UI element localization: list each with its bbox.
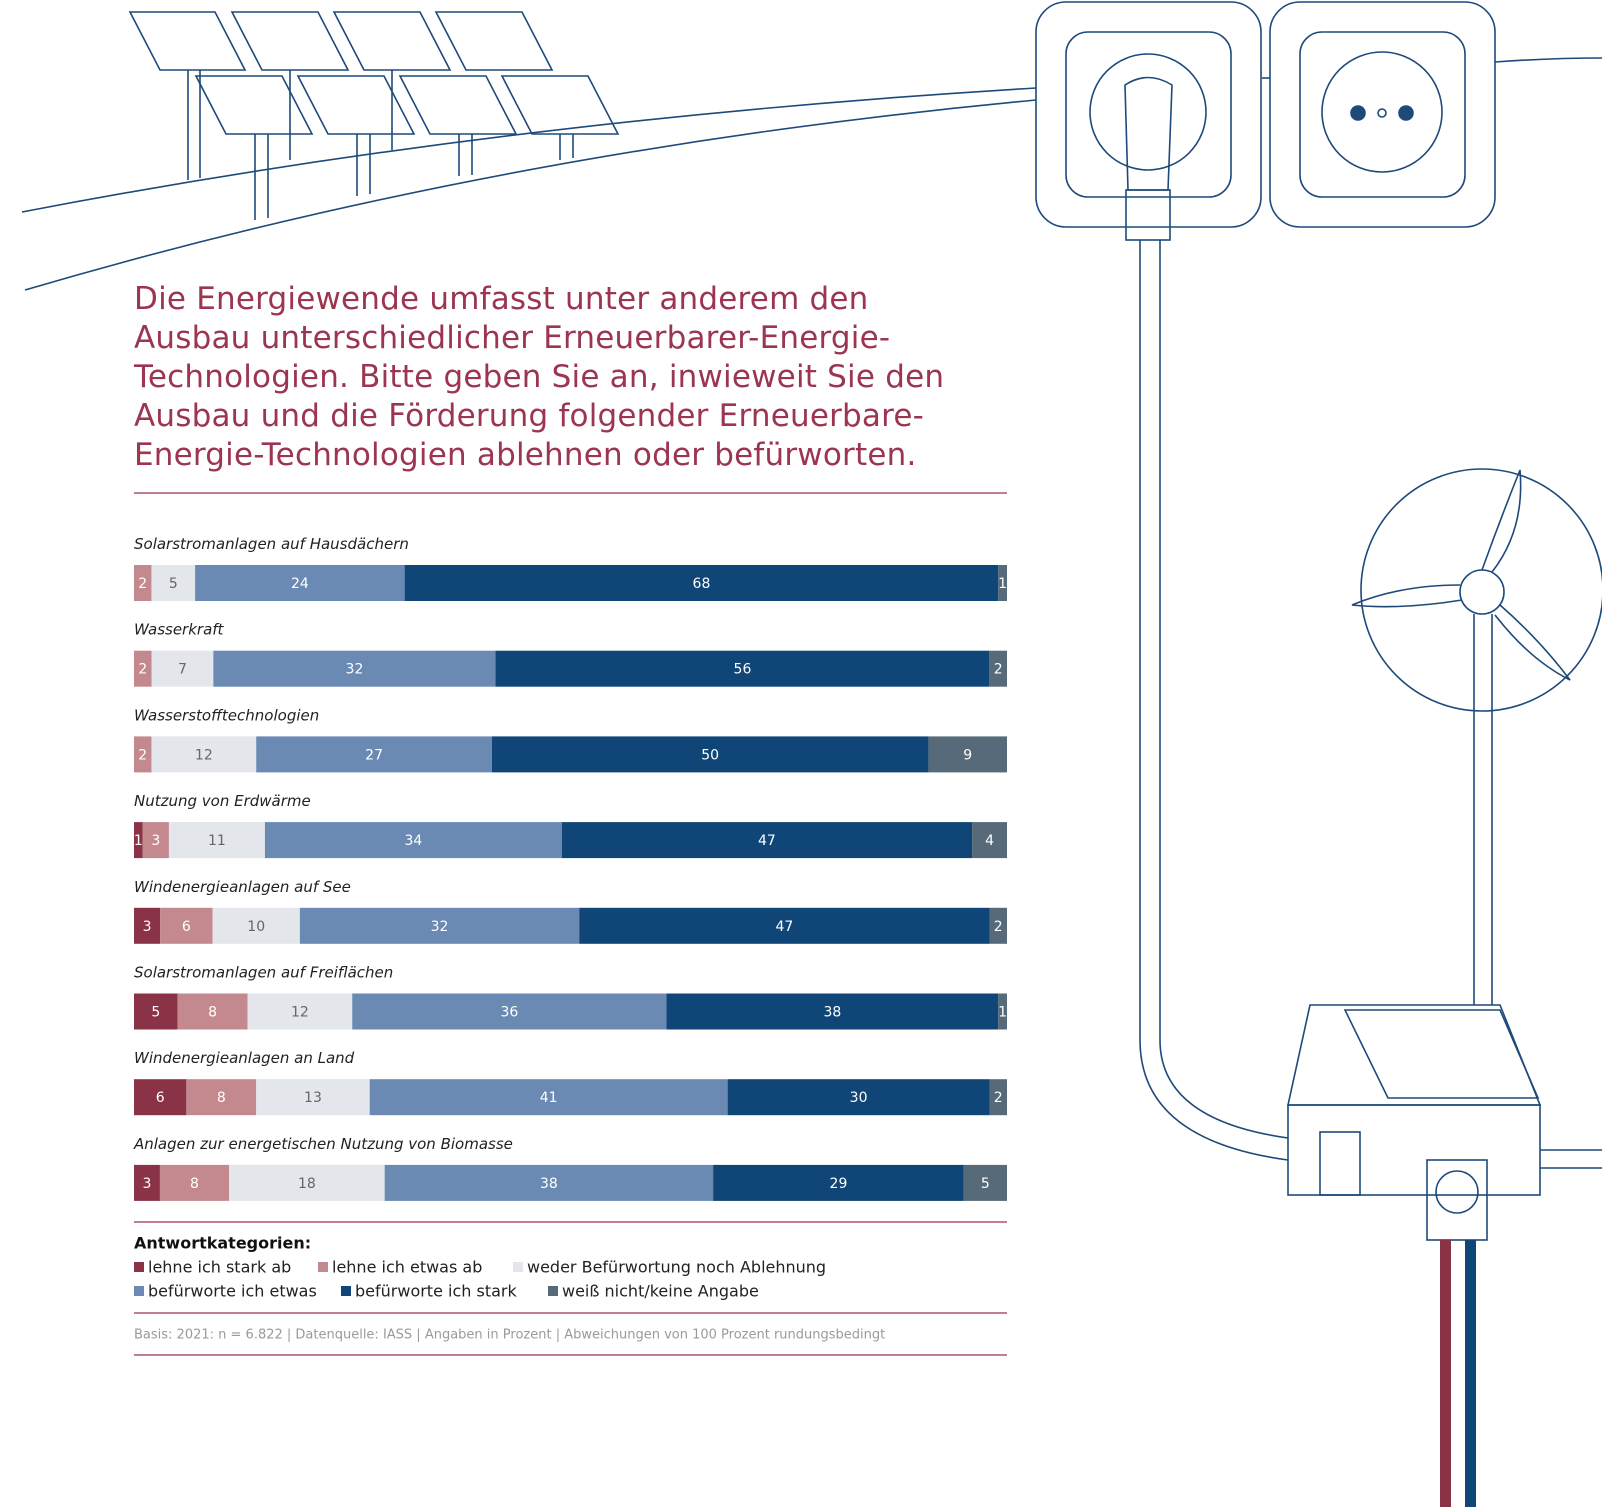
legend-label: befürworte ich etwas <box>148 1282 317 1301</box>
value-label: 12 <box>195 747 213 763</box>
value-label: 4 <box>985 833 994 849</box>
legend-title: Antwortkategorien: <box>134 1234 311 1253</box>
legend-label: weder Befürwortung noch Ablehnung <box>527 1258 826 1277</box>
value-label: 41 <box>540 1090 558 1106</box>
note: Basis: 2021: n = 6.822 | Datenquelle: IA… <box>134 1328 885 1343</box>
value-label: 18 <box>298 1176 316 1192</box>
category-label: Wasserstofftechnologien <box>134 706 319 724</box>
value-label: 9 <box>963 747 972 763</box>
legend-swatch <box>548 1286 558 1296</box>
value-label: 8 <box>208 1005 217 1021</box>
value-label: 32 <box>346 662 364 678</box>
value-label: 11 <box>208 833 226 849</box>
legend-swatch <box>513 1262 523 1272</box>
value-label: 2 <box>138 576 147 592</box>
page: {"chart_data": {"type": "stacked-bar-hor… <box>0 0 1602 1507</box>
value-label: 1 <box>998 1005 1007 1021</box>
legend-swatch <box>134 1286 144 1296</box>
value-label: 29 <box>830 1176 848 1192</box>
legend-label: lehne ich stark ab <box>148 1258 291 1277</box>
value-label: 8 <box>190 1176 199 1192</box>
legend-label: lehne ich etwas ab <box>332 1258 482 1277</box>
value-label: 6 <box>182 919 191 935</box>
value-label: 24 <box>291 576 309 592</box>
value-label: 12 <box>291 1005 309 1021</box>
value-label: 50 <box>701 747 719 763</box>
value-label: 5 <box>169 576 178 592</box>
value-label: 5 <box>981 1176 990 1192</box>
category-label: Nutzung von Erdwärme <box>134 792 311 810</box>
value-label: 38 <box>540 1176 558 1192</box>
value-label: 3 <box>143 1176 152 1192</box>
value-label: 1 <box>998 576 1007 592</box>
value-label: 5 <box>151 1005 160 1021</box>
value-label: 68 <box>693 576 711 592</box>
value-label: 56 <box>734 662 752 678</box>
value-label: 3 <box>151 833 160 849</box>
category-label: Solarstromanlagen auf Hausdächern <box>134 535 409 553</box>
category-label: Anlagen zur energetischen Nutzung von Bi… <box>133 1135 513 1153</box>
value-label: 27 <box>365 747 383 763</box>
value-label: 2 <box>138 747 147 763</box>
legend-swatch <box>134 1262 144 1272</box>
value-label: 13 <box>304 1090 322 1106</box>
value-label: 6 <box>156 1090 165 1106</box>
value-label: 38 <box>823 1005 841 1021</box>
value-label: 36 <box>500 1005 518 1021</box>
legend-label: befürworte ich stark <box>355 1282 517 1301</box>
value-label: 2 <box>994 662 1003 678</box>
category-label: Solarstromanlagen auf Freiflächen <box>134 964 393 982</box>
value-label: 34 <box>404 833 422 849</box>
category-label: Windenergieanlagen an Land <box>134 1049 355 1067</box>
value-label: 10 <box>247 919 265 935</box>
category-label: Wasserkraft <box>134 621 225 639</box>
legend-label: weiß nicht/keine Angabe <box>562 1282 759 1301</box>
chart: Antwortkategorien: Basis: 2021: n = 6.82… <box>0 0 1602 1507</box>
value-label: 47 <box>758 833 776 849</box>
legend-swatch <box>341 1286 351 1296</box>
category-label: Windenergieanlagen auf See <box>134 878 351 896</box>
value-label: 47 <box>775 919 793 935</box>
value-label: 2 <box>994 1090 1003 1106</box>
value-label: 2 <box>138 662 147 678</box>
value-label: 1 <box>134 833 143 849</box>
value-label: 30 <box>850 1090 868 1106</box>
value-label: 7 <box>178 662 187 678</box>
value-label: 8 <box>217 1090 226 1106</box>
legend-swatch <box>318 1262 328 1272</box>
value-label: 32 <box>431 919 449 935</box>
value-label: 2 <box>994 919 1003 935</box>
value-label: 3 <box>143 919 152 935</box>
